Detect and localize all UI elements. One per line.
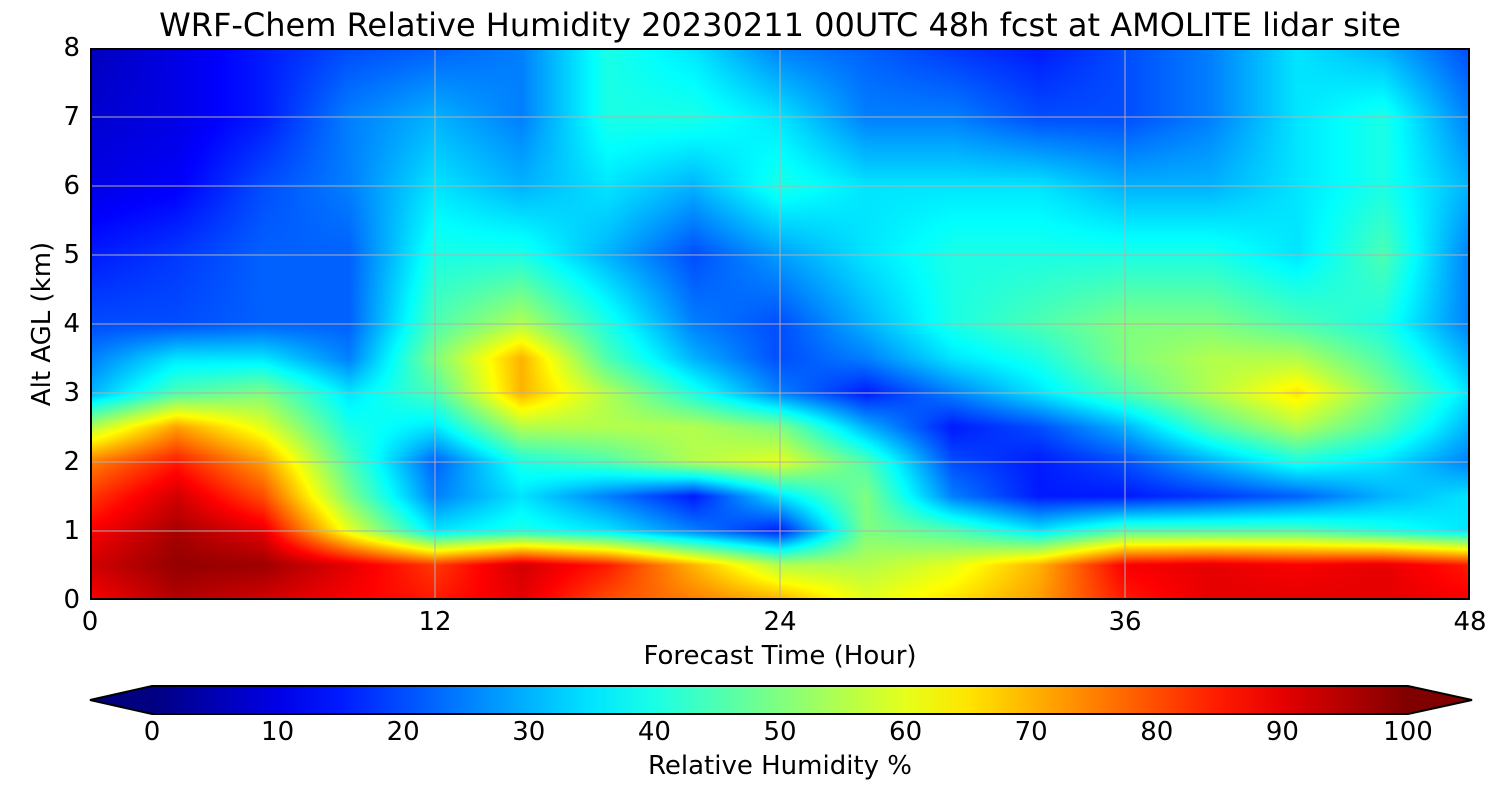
y-tick-label: 1 bbox=[63, 516, 80, 546]
colorbar-tick-label: 100 bbox=[1383, 717, 1433, 747]
colorbar-tick-label: 30 bbox=[512, 717, 546, 747]
colorbar-tick-label: 90 bbox=[1265, 717, 1299, 747]
y-tick-label: 8 bbox=[63, 33, 80, 63]
colorbar-graphic bbox=[89, 685, 1473, 715]
x-tick-label: 0 bbox=[81, 607, 99, 637]
y-tick-label: 7 bbox=[63, 102, 80, 132]
x-tick-label: 48 bbox=[1453, 607, 1487, 637]
colorbar-tick-label: 60 bbox=[889, 717, 923, 747]
x-tick-label: 12 bbox=[418, 607, 452, 637]
y-tick-label: 2 bbox=[63, 447, 80, 477]
chart-title: WRF-Chem Relative Humidity 20230211 00UT… bbox=[159, 6, 1401, 44]
y-tick-label: 0 bbox=[63, 585, 80, 615]
y-tick-label: 6 bbox=[63, 171, 80, 201]
colorbar-tick-label: 0 bbox=[143, 717, 161, 747]
colorbar-extend-max bbox=[1408, 686, 1472, 714]
colorbar-extend-min bbox=[90, 686, 152, 714]
colorbar-tick-label: 10 bbox=[261, 717, 295, 747]
plot-frame bbox=[90, 48, 1470, 600]
x-axis-label: Forecast Time (Hour) bbox=[643, 641, 917, 671]
colorbar-tick-label: 70 bbox=[1014, 717, 1048, 747]
x-tick-label: 36 bbox=[1108, 607, 1142, 637]
y-tick-label: 4 bbox=[63, 309, 80, 339]
y-axis-label: Alt AGL (km) bbox=[27, 241, 57, 407]
plot-overlay bbox=[90, 48, 1470, 600]
colorbar-gradient bbox=[152, 686, 1408, 714]
x-tick-label: 24 bbox=[763, 607, 797, 637]
colorbar-tick-label: 20 bbox=[386, 717, 420, 747]
colorbar-tick-label: 40 bbox=[637, 717, 671, 747]
colorbar-label: Relative Humidity % bbox=[648, 751, 912, 781]
colorbar-tick-label: 80 bbox=[1140, 717, 1174, 747]
colorbar bbox=[88, 684, 1474, 720]
y-tick-label: 3 bbox=[63, 378, 80, 408]
y-tick-label: 5 bbox=[63, 240, 80, 270]
colorbar-outline bbox=[89, 685, 1473, 715]
heatmap-plot-area bbox=[90, 48, 1470, 600]
colorbar-tick-label: 50 bbox=[763, 717, 797, 747]
